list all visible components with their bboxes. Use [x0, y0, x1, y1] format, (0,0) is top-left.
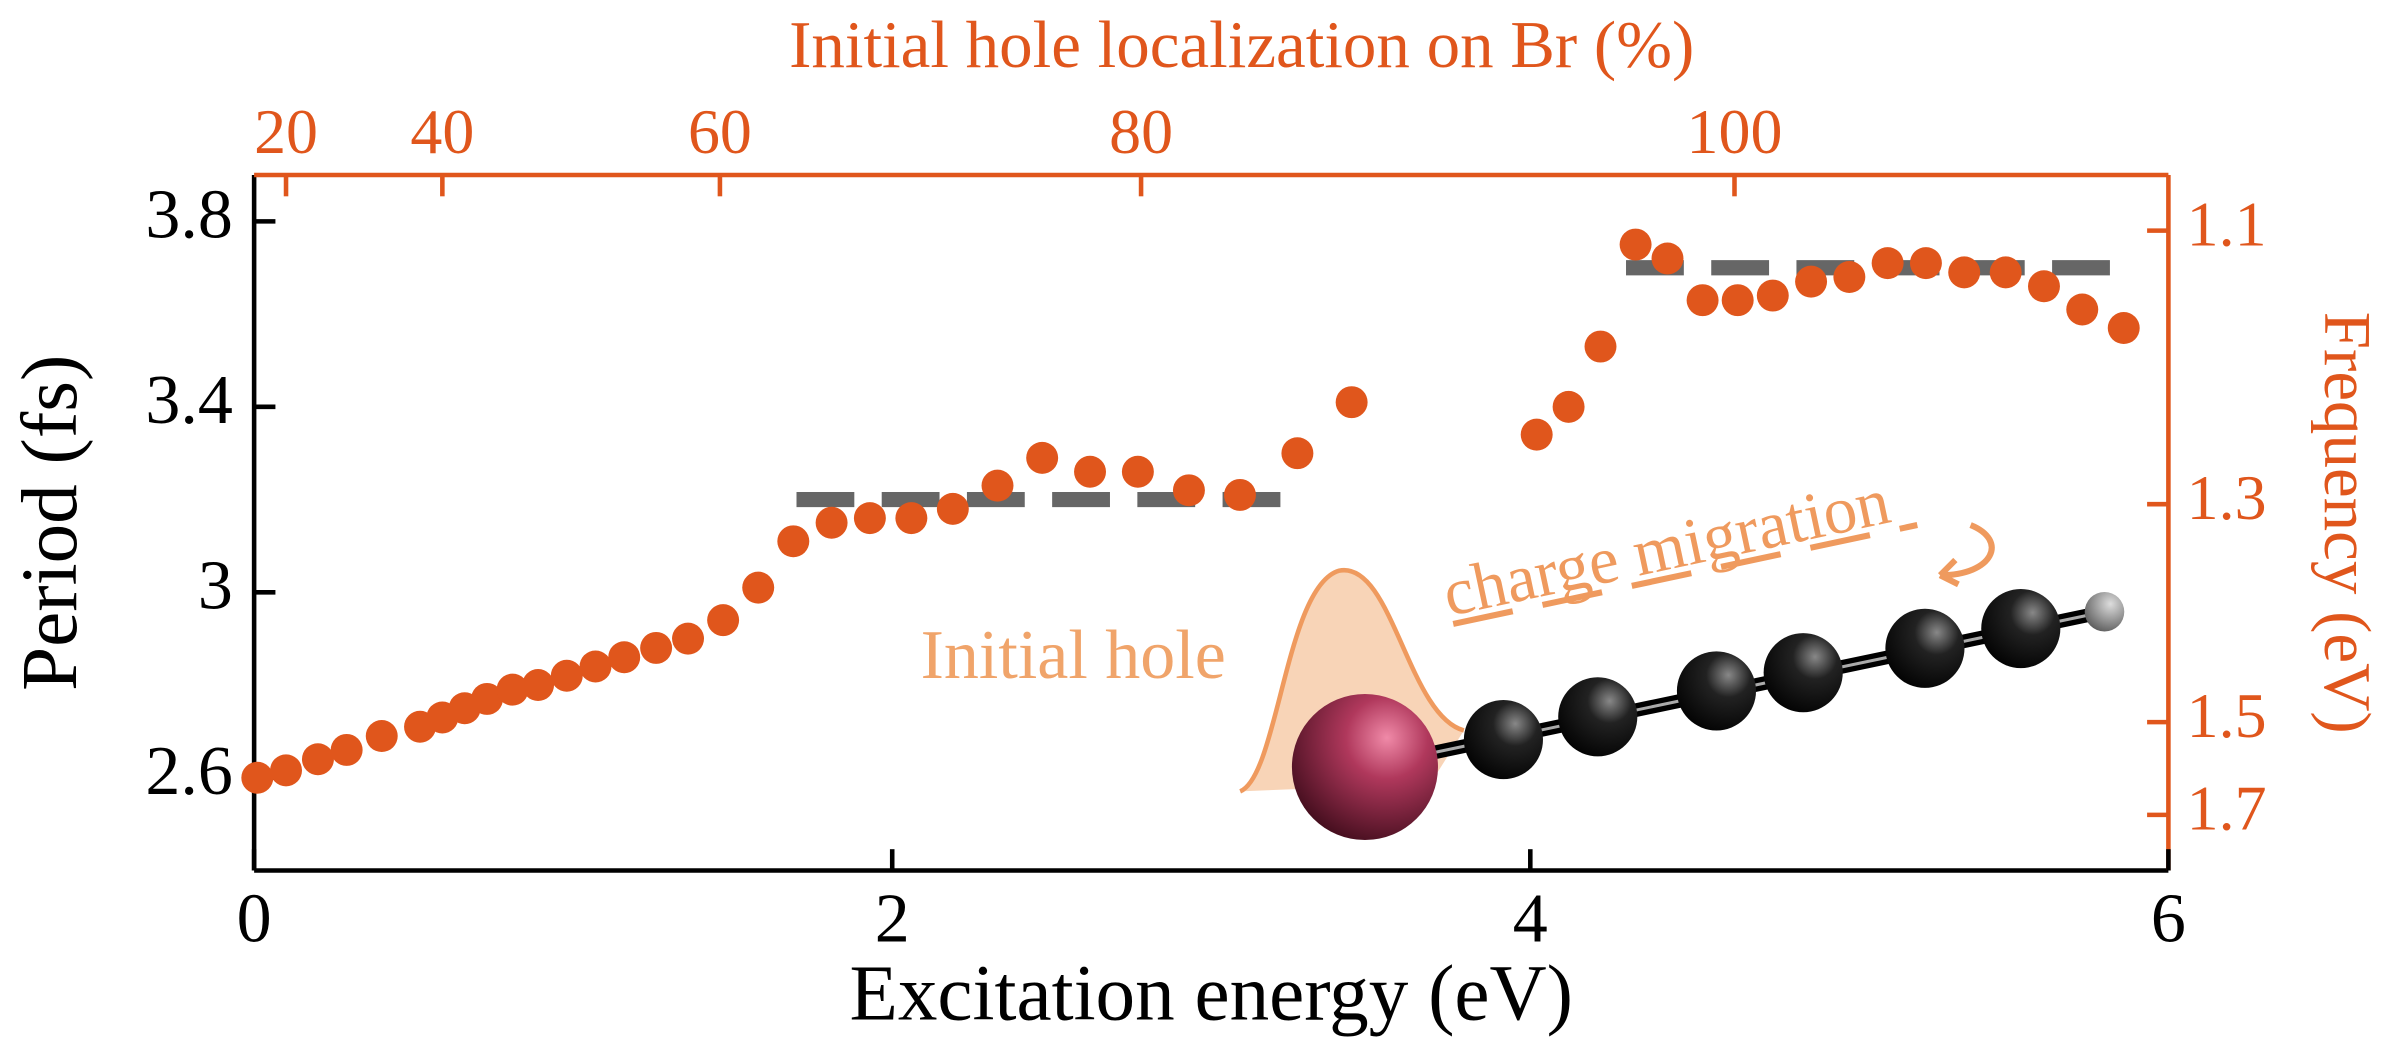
point [1619, 228, 1652, 261]
point [1121, 455, 1154, 488]
point [1520, 418, 1553, 451]
point [1335, 386, 1368, 419]
point [2066, 293, 2099, 326]
point [522, 669, 555, 702]
y-tick-label: 3.4 [145, 362, 232, 439]
atom-c [1558, 677, 1638, 757]
point [1721, 284, 1754, 317]
point [301, 743, 334, 776]
point [895, 502, 928, 535]
point [2027, 270, 2060, 303]
atom-h [2084, 591, 2125, 632]
atom-c [1463, 700, 1543, 780]
x2-tick-label: 80 [1109, 96, 1173, 167]
y2-tick-label: 1.5 [2187, 680, 2267, 751]
point [2107, 312, 2140, 344]
y2-tick-label: 1.3 [2187, 462, 2267, 533]
atom-c [1676, 651, 1757, 731]
axes: 0 2 4 6 2.6 3 3.4 3.8 20 40 60 80 100 1.1 1.3 1.5 1.7 Exc… [6, 8, 2384, 1037]
point [981, 469, 1014, 502]
atom-c [1885, 608, 1965, 688]
point [777, 525, 810, 558]
atom-br [1291, 693, 1438, 841]
x-tick-label: 2 [875, 880, 910, 957]
point [672, 622, 705, 655]
point [241, 761, 274, 794]
point [1989, 256, 2022, 289]
y-tick-label: 2.6 [145, 733, 232, 810]
hole-curve [1238, 568, 1465, 794]
y2-tick-label: 1.1 [2187, 188, 2267, 259]
annotation: charge migration [1437, 464, 1897, 631]
point [471, 682, 504, 715]
point [707, 604, 740, 637]
migration-curl [1937, 522, 1995, 588]
point [608, 641, 641, 674]
y-tick-label: 3.8 [145, 176, 232, 253]
migration-arrow [1452, 522, 1918, 627]
point [270, 754, 303, 787]
y-tick-label: 3 [198, 547, 233, 624]
point [550, 659, 583, 692]
x2-tick-label: 100 [1687, 96, 1783, 167]
point [1584, 330, 1617, 363]
x2-axis-label: Initial hole localization on Br (%) [789, 8, 1694, 82]
point [640, 631, 673, 664]
point [1281, 437, 1314, 470]
point [742, 571, 775, 604]
point [1074, 455, 1107, 488]
x2-tick-label: 20 [254, 96, 318, 167]
point [1795, 265, 1828, 298]
point [1948, 256, 1981, 289]
atom-c [1763, 633, 1843, 713]
point [1686, 284, 1719, 317]
point [1909, 247, 1942, 280]
x-tick-label: 6 [2151, 880, 2186, 957]
x-tick-label: 0 [237, 880, 272, 957]
point [496, 673, 529, 706]
point [1871, 247, 1904, 280]
point [1223, 478, 1256, 511]
point [330, 733, 363, 766]
annotation: Initial hole [921, 617, 1226, 694]
x-tick-label: 4 [1513, 880, 1548, 957]
point [1651, 242, 1684, 275]
x2-tick-label: 40 [410, 96, 474, 167]
molecule: Initial hole charge migration [921, 464, 2125, 841]
point [1552, 390, 1585, 423]
point [1172, 474, 1205, 507]
point [815, 506, 848, 539]
point [853, 502, 886, 535]
point [1833, 261, 1866, 293]
point [936, 492, 969, 525]
data [241, 228, 2140, 794]
point [1026, 441, 1059, 474]
x-axis-label: Excitation energy (eV) [849, 950, 1573, 1038]
point [1756, 279, 1789, 312]
point [365, 720, 398, 753]
point [579, 650, 612, 683]
y2-axis-label: Frequency (eV) [2310, 312, 2384, 734]
y2-tick-label: 1.7 [2187, 773, 2267, 844]
x2-tick-label: 60 [688, 96, 752, 167]
atom-c [1981, 588, 2061, 669]
y-axis-label: Period (fs) [6, 355, 94, 691]
